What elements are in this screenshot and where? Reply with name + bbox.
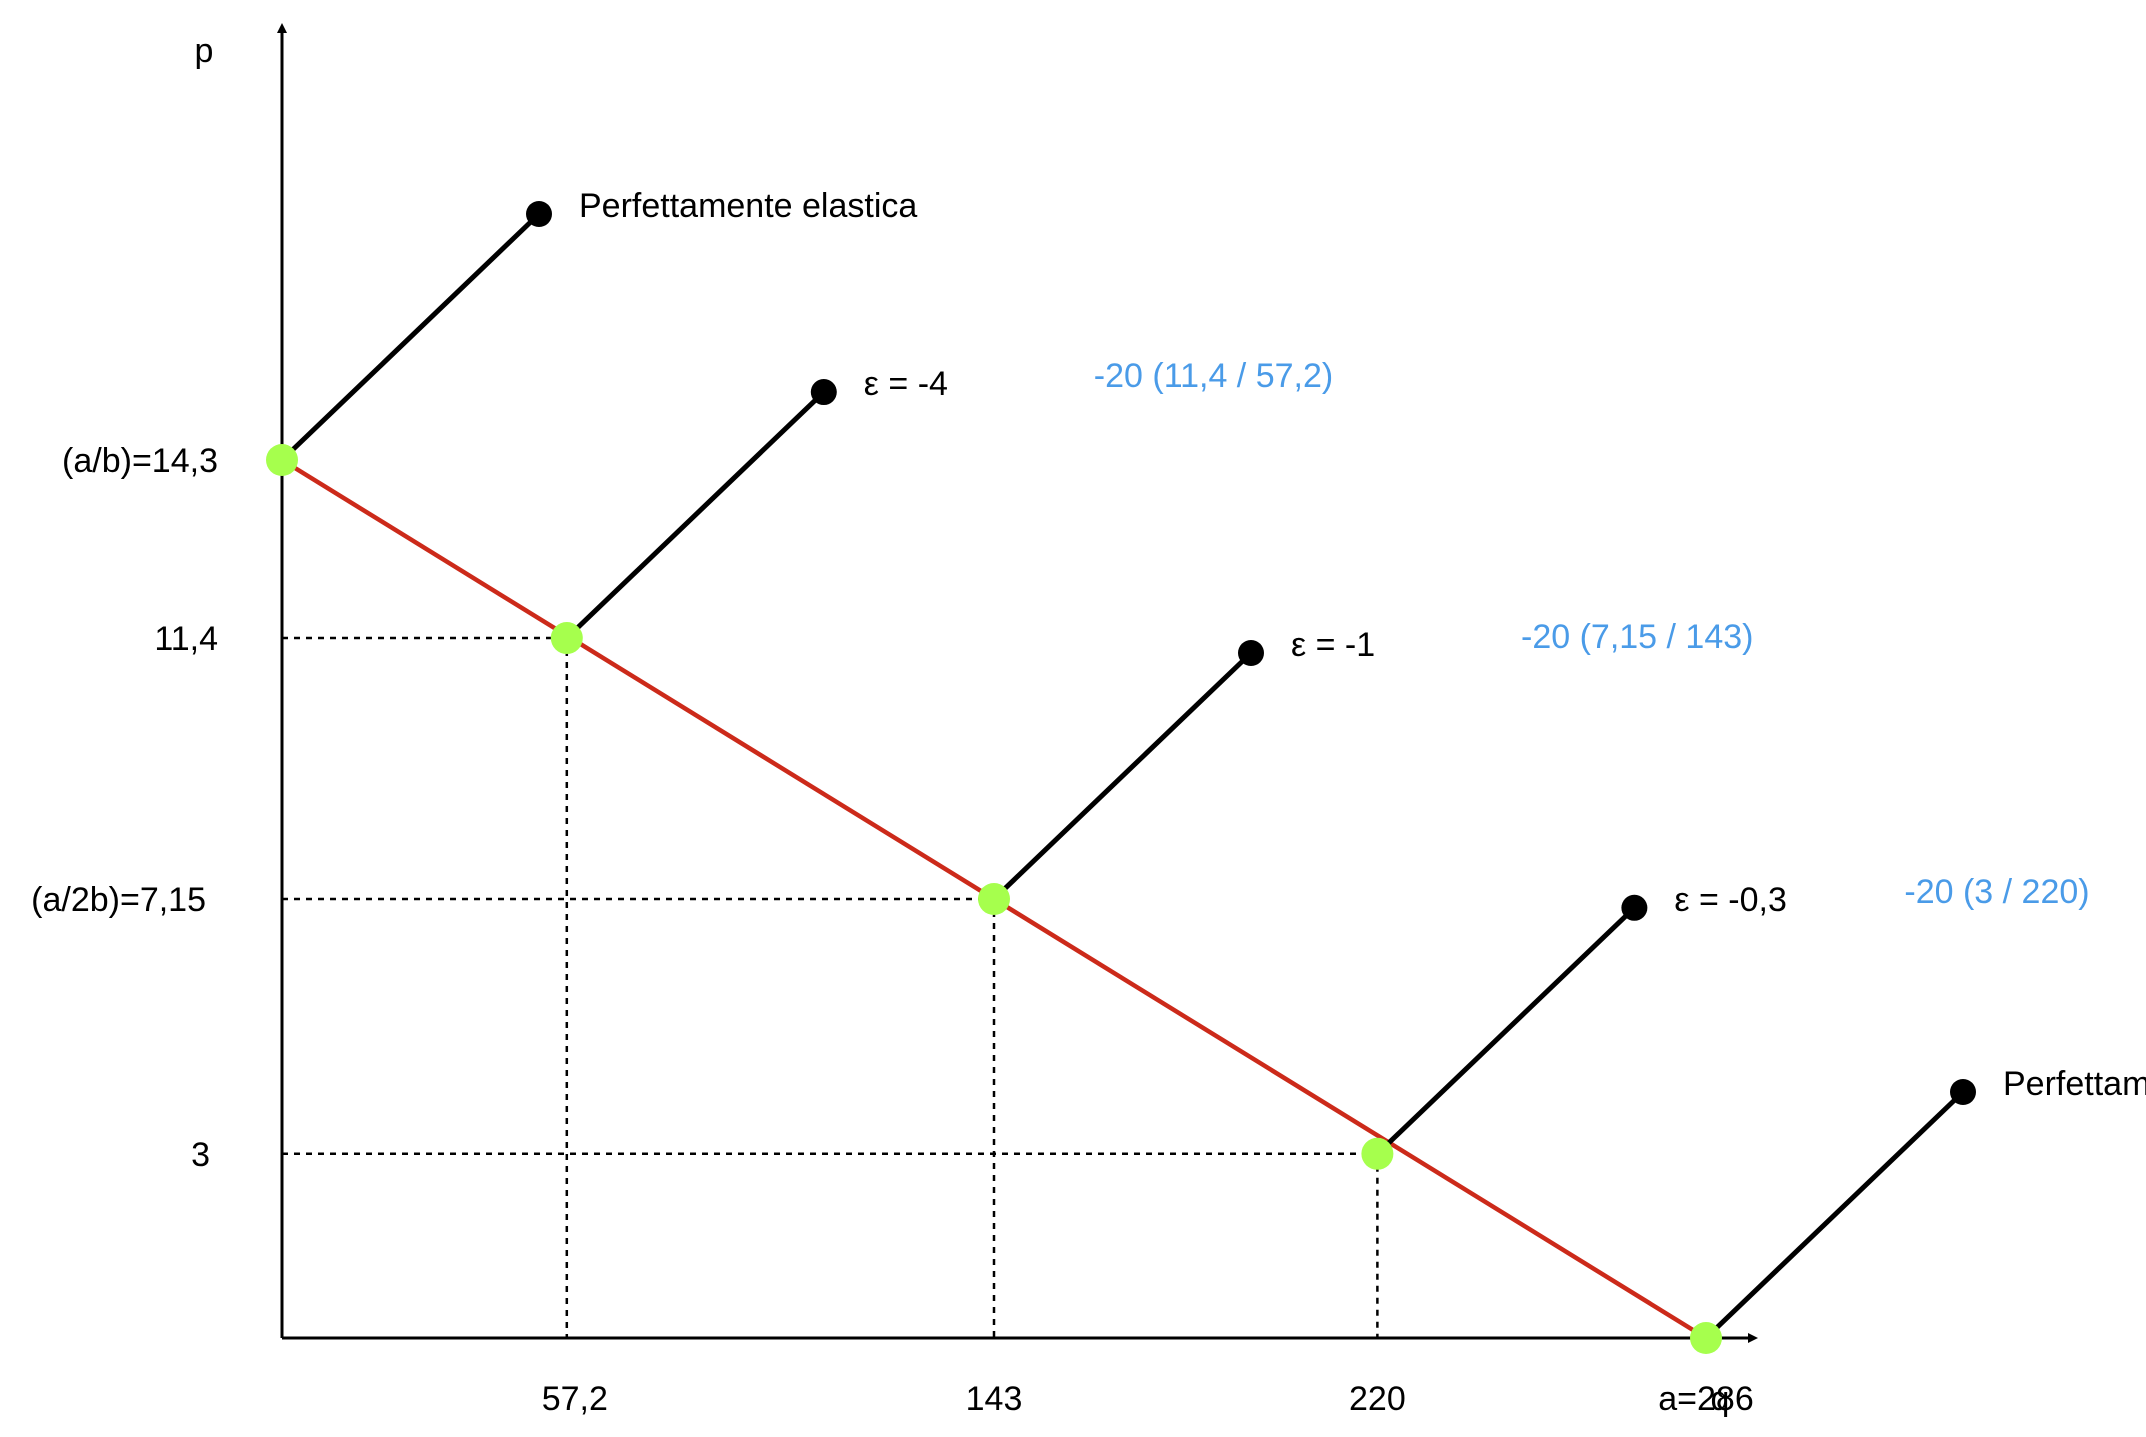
guide-lines [282, 636, 1379, 1338]
y-tick-label-a-b-14-3: (a/b)=14,3 [62, 442, 218, 480]
y-axis-label: p [195, 32, 214, 70]
demand-point-0 [266, 444, 298, 476]
ray-endpoint-0 [526, 201, 552, 227]
tick-labels: 57,2 143 220 a=286 (a/b)=14,3 11,4 (a/2b)=7,15… [31, 442, 1754, 1418]
elasticity-label-0: Perfettamente elastica [579, 187, 917, 225]
elasticity-rays [280, 201, 1976, 1340]
elasticity-label-1: ε = -4 [864, 365, 948, 403]
elasticity-label-3: ε = -0,3 [1674, 881, 1787, 919]
ray-endpoint-4 [1950, 1079, 1976, 1105]
ray-endpoint-1 [810, 379, 837, 406]
y-tick-label-11-4: 11,4 [154, 620, 218, 658]
x-tick-label-220: 220 [1349, 1380, 1406, 1418]
point-labels: Perfettamente elastica ε = -4 -20 (11,4 / … [579, 187, 2146, 1103]
x-tick-label-57-2: 57,2 [542, 1380, 608, 1418]
demand-point-4 [1690, 1322, 1722, 1354]
elasticity-calc-2: -20 (7,15 / 143) [1521, 618, 1753, 656]
elasticity-calc-3: -20 (3 / 220) [1904, 873, 2089, 911]
elasticity-calc-1: -20 (11,4 / 57,2) [1094, 357, 1333, 395]
x-tick-label-a-286: a=286 [1658, 1380, 1754, 1418]
y-tick-label-a-2b-7-15: (a/2b)=7,15 [31, 881, 206, 919]
elasticity-label-4: Perfettamente inelastica [2003, 1065, 2146, 1103]
demand-point-2 [978, 883, 1010, 915]
elasticity-label-2: ε = -1 [1291, 626, 1375, 664]
elasticity-ray-1 [565, 390, 826, 640]
y-tick-label-3: 3 [191, 1136, 210, 1174]
x-tick-label-143: 143 [966, 1380, 1023, 1418]
elasticity-ray-0 [280, 212, 541, 462]
ray-endpoint-2 [1238, 640, 1264, 666]
demand-point-3 [1361, 1137, 1394, 1170]
demand-points [266, 444, 1722, 1354]
elasticity-ray-2 [992, 651, 1253, 901]
elasticity-ray-3 [1375, 905, 1637, 1156]
x-axis-label: q [1711, 1380, 1730, 1418]
demand-point-1 [550, 622, 583, 655]
ray-endpoint-3 [1621, 894, 1648, 921]
axes: p q [195, 23, 1758, 1418]
elasticity-ray-4 [1704, 1090, 1965, 1340]
